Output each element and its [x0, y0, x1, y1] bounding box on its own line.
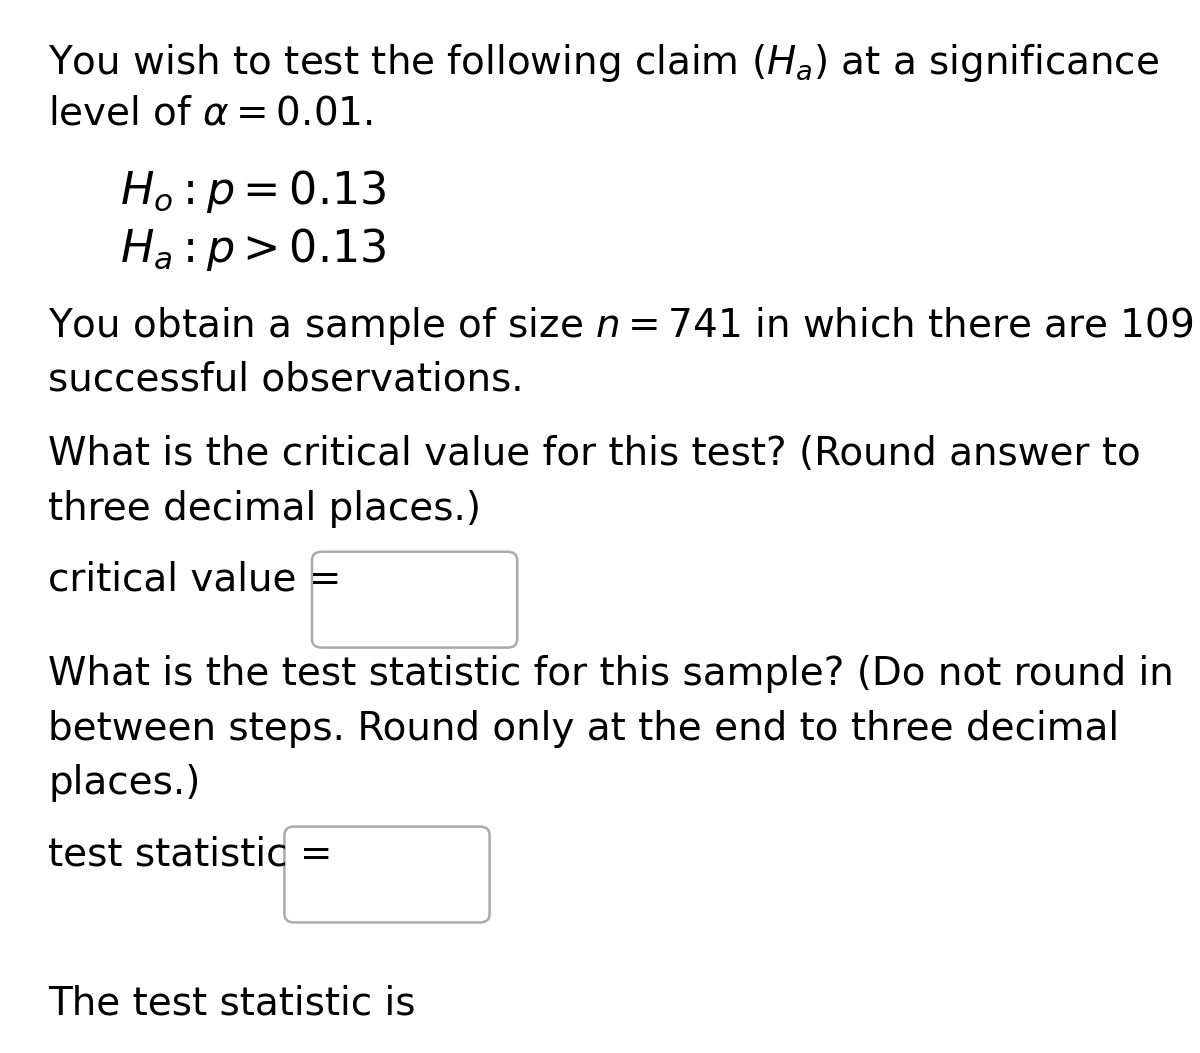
Text: $H_a : p > 0.13$: $H_a : p > 0.13$: [120, 226, 386, 274]
Text: level of $\alpha = 0.01$.: level of $\alpha = 0.01$.: [48, 95, 373, 133]
FancyBboxPatch shape: [284, 827, 490, 922]
Text: What is the test statistic for this sample? (Do not round in: What is the test statistic for this samp…: [48, 655, 1174, 693]
Text: The test statistic is: The test statistic is: [48, 985, 415, 1022]
Text: between steps. Round only at the end to three decimal: between steps. Round only at the end to …: [48, 710, 1120, 748]
Text: $H_o : p = 0.13$: $H_o : p = 0.13$: [120, 168, 386, 216]
Text: test statistic =: test statistic =: [48, 835, 332, 873]
Text: You wish to test the following claim ($H_a$) at a significance: You wish to test the following claim ($H…: [48, 42, 1159, 84]
Text: What is the critical value for this test? (Round answer to: What is the critical value for this test…: [48, 435, 1141, 473]
Text: successful observations.: successful observations.: [48, 360, 523, 398]
Text: You obtain a sample of size $n = 741$ in which there are 109: You obtain a sample of size $n = 741$ in…: [48, 305, 1193, 347]
Text: three decimal places.): three decimal places.): [48, 490, 481, 528]
Text: places.): places.): [48, 764, 200, 802]
Text: critical value =: critical value =: [48, 560, 342, 598]
FancyBboxPatch shape: [312, 552, 517, 648]
